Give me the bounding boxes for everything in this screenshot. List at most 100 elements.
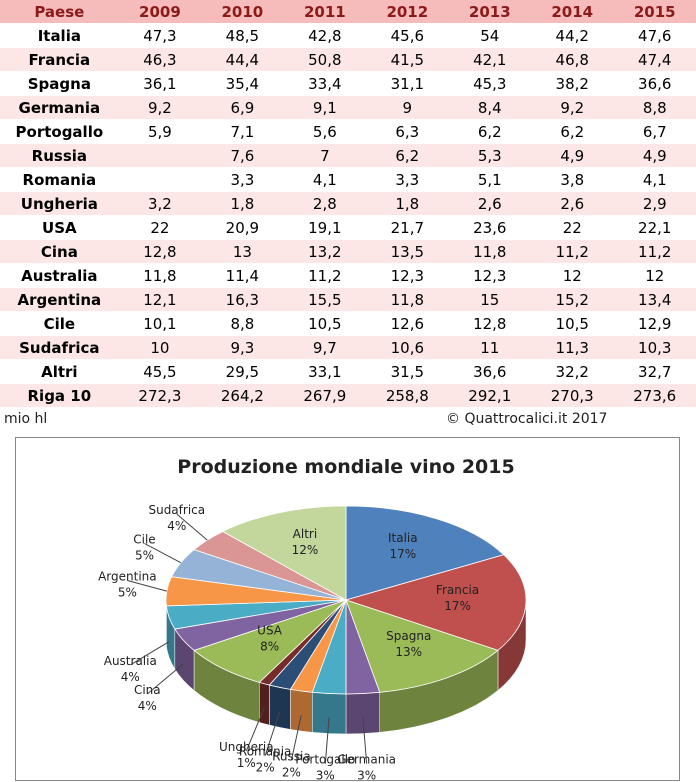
table-row: Sudafrica 10 9,3 9,7 10,6 11 11,3 10,3 [0, 335, 696, 360]
cell: 15,2 [531, 287, 614, 312]
cell: 15 [448, 287, 532, 312]
cell: 48,5 [201, 23, 284, 48]
slice-label: Russia [272, 749, 311, 763]
slice-value: 1% [237, 756, 256, 770]
cell: 46,3 [118, 47, 202, 72]
cell: 2,6 [531, 191, 614, 216]
slice-value: 17% [389, 547, 416, 561]
cell: 11,8 [448, 239, 532, 264]
slice-side [269, 684, 291, 730]
leader-line [144, 543, 182, 564]
slice-value: 2% [282, 765, 301, 779]
slice-label: Germania [337, 753, 396, 767]
leader-line [146, 663, 184, 695]
cell: 13,5 [366, 239, 449, 264]
row-label: Cina [0, 239, 119, 264]
cell: 258,8 [366, 383, 449, 408]
slice-label: Spagna [386, 629, 431, 643]
row-label: Germania [0, 95, 119, 120]
chart: Produzione mondiale vino 2015 Italia 17% F… [15, 437, 680, 781]
row-label: Romania [0, 167, 119, 192]
slice-side [259, 682, 270, 726]
cell: 47,6 [613, 23, 696, 48]
leader-line [176, 513, 208, 541]
cell: 5,1 [448, 167, 532, 192]
cell: 3,3 [201, 167, 284, 192]
cell: 12,6 [366, 311, 449, 336]
slice-value: 5% [118, 586, 137, 600]
cell: 2012 [366, 0, 449, 24]
table-row: Ungheria 3,2 1,8 2,8 1,8 2,6 2,6 2,9 [0, 191, 696, 216]
cell [118, 143, 202, 168]
cell: 36,6 [613, 71, 696, 96]
slice-value: 3% [316, 769, 335, 781]
slice-value: 4% [167, 519, 186, 533]
row-label: Riga 10 [0, 383, 119, 408]
cell: 10,3 [613, 335, 696, 360]
leader-line [362, 717, 368, 764]
row-label: Portogallo [0, 119, 119, 144]
leader-line [127, 580, 167, 592]
cell: 35,4 [201, 71, 284, 96]
slice [344, 554, 527, 651]
slice-value: 4% [138, 699, 157, 713]
cell: 5,3 [448, 143, 532, 168]
cell: 22 [118, 215, 202, 240]
slice-label: Australia [104, 654, 157, 668]
table-row: Spagna 36,1 35,4 33,4 31,1 45,3 38,2 36,6 [0, 71, 696, 96]
table-row: Argentina 12,1 16,3 15,5 11,8 15 15,2 13,4 [0, 287, 696, 312]
slice-value: 4% [121, 670, 140, 684]
slice-side [345, 692, 380, 735]
row-label: Argentina [0, 287, 119, 312]
cell: 4,1 [283, 167, 367, 192]
cell: 36,1 [118, 71, 202, 96]
cell: 5,9 [118, 119, 202, 144]
slice-label: Ungheria [219, 740, 274, 754]
cell: 11,2 [613, 239, 696, 264]
table-row: USA 22 20,9 19,1 21,7 23,6 22 22,1 [0, 215, 696, 240]
row-label: Ungheria [0, 191, 119, 216]
cell: 1,8 [201, 191, 284, 216]
leader-line [290, 714, 302, 761]
cell: 33,1 [283, 359, 367, 384]
cell: 12 [531, 263, 614, 288]
cell: 10,1 [118, 311, 202, 336]
cell: 22,1 [613, 215, 696, 240]
slice-value: 5% [135, 548, 154, 562]
cell: 4,1 [613, 167, 696, 192]
slice [345, 599, 499, 693]
cell: 9,3 [201, 335, 284, 360]
cell: 6,9 [201, 95, 284, 120]
cell: 19,1 [283, 215, 367, 240]
cell: 264,2 [201, 383, 284, 408]
table-row: Germania 9,2 6,9 9,1 9 8,4 9,2 8,8 [0, 95, 696, 120]
slice-label: Romania [239, 745, 291, 759]
cell: 6,7 [613, 119, 696, 144]
cell: 23,6 [448, 215, 532, 240]
cell: 11,2 [283, 263, 367, 288]
cell: 12,9 [613, 311, 696, 336]
cell: 273,6 [613, 383, 696, 408]
cell: 11 [448, 335, 532, 360]
slice-label: Portogallo [295, 753, 355, 767]
cell: 11,3 [531, 335, 614, 360]
cell: 7 [283, 143, 367, 168]
cell: 6,2 [448, 119, 532, 144]
cell: 8,4 [448, 95, 532, 120]
table-row: Francia 46,3 44,4 50,8 41,5 42,1 46,8 47,4 [0, 47, 696, 72]
cell: 12,8 [448, 311, 532, 336]
cell: 8,8 [613, 95, 696, 120]
cell: 6,2 [531, 119, 614, 144]
row-label: Francia [0, 47, 119, 72]
cell: 13 [201, 239, 284, 264]
cell: 44,4 [201, 47, 284, 72]
cell: 3,2 [118, 191, 202, 216]
cell: 11,8 [118, 263, 202, 288]
row-label: Paese [0, 0, 119, 24]
cell: 2014 [531, 0, 614, 24]
cell: 1,8 [366, 191, 449, 216]
cell: 12 [613, 263, 696, 288]
leader-line [245, 707, 265, 752]
cell: 46,8 [531, 47, 614, 72]
cell: 32,2 [531, 359, 614, 384]
